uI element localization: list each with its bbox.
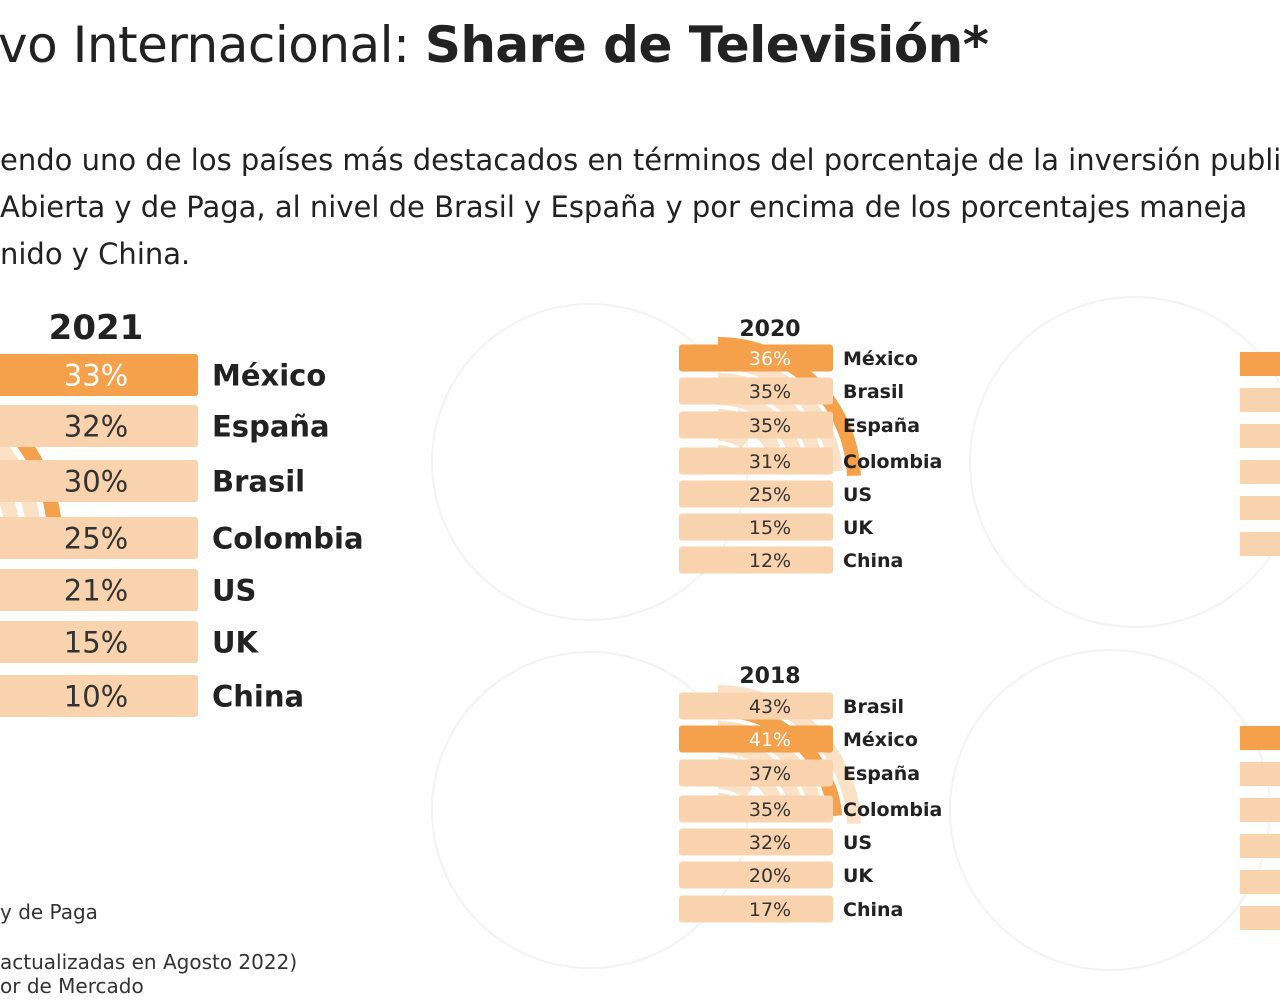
edge-bar [1240, 834, 1280, 858]
category-label-brasil: Brasil [212, 464, 305, 498]
bar [0, 460, 198, 502]
category-label-china: China [843, 550, 903, 572]
page-title: vo Internacional: Share de Televisión* [0, 16, 989, 74]
edge-bar [1240, 870, 1280, 894]
bar [0, 569, 198, 611]
bar [679, 447, 833, 475]
category-label-espana: España [843, 763, 920, 785]
edge-bar [1240, 460, 1280, 484]
category-label-colombia: Colombia [843, 799, 942, 821]
category-label-espana: España [212, 409, 330, 443]
edge-bar [1240, 906, 1280, 930]
intro-line-3: nido y China. [0, 237, 191, 271]
edge-bar [1240, 424, 1280, 448]
data-label: 25% [64, 521, 128, 555]
radial-glyph [0, 407, 63, 536]
bar [0, 621, 198, 663]
category-label-brasil: Brasil [843, 381, 904, 403]
data-label: 32% [749, 832, 791, 854]
bar [679, 377, 833, 405]
edge-bar [1240, 726, 1280, 750]
edge-bar [1240, 798, 1280, 822]
edge-bars-bottom [1240, 726, 1280, 930]
data-label: 17% [749, 899, 791, 921]
bar [679, 861, 833, 889]
bar [0, 405, 198, 447]
chart-year: 2018 [739, 664, 800, 689]
data-label: 32% [64, 409, 128, 443]
data-label: 15% [64, 625, 128, 659]
bar [679, 795, 833, 823]
data-label: 41% [749, 729, 791, 751]
footnote-1: y de Paga [0, 900, 98, 924]
category-label-mexico: México [843, 729, 918, 751]
bar [679, 692, 833, 720]
category-label-us: US [843, 484, 872, 506]
bar [679, 546, 833, 574]
edge-bar [1240, 762, 1280, 786]
category-label-brasil: Brasil [843, 696, 904, 718]
bar [679, 411, 833, 439]
data-label: 15% [749, 517, 791, 539]
category-label-colombia: Colombia [212, 521, 364, 555]
chart-year: 2020 [739, 317, 800, 342]
category-label-china: China [212, 679, 304, 713]
category-label-espana: España [843, 415, 920, 437]
data-label: 10% [64, 679, 128, 713]
data-label: 25% [749, 484, 791, 506]
chart-2020: 2020 36% México 35% Brasil 35% España 31% Colomb… [679, 317, 942, 574]
data-label: 35% [749, 799, 791, 821]
bar [0, 675, 198, 717]
category-label-us: US [843, 832, 872, 854]
title-bold: Share de Televisión* [424, 16, 989, 74]
intro-line-1: endo uno de los países más destacados en… [0, 143, 1280, 177]
chart-year: 2021 [49, 308, 144, 348]
intro-line-2: Abierta y de Paga, al nivel de Brasil y … [0, 190, 1248, 224]
data-label: 35% [749, 415, 791, 437]
bar [679, 895, 833, 923]
category-label-us: US [212, 573, 256, 607]
chart-2021: 2021 33% México 32% España 30% Brasil 25% Colomb… [0, 308, 364, 717]
category-label-uk: UK [843, 865, 874, 887]
edge-bar [1240, 532, 1280, 556]
data-label: 43% [749, 696, 791, 718]
category-label-china: China [843, 899, 903, 921]
bar [0, 517, 198, 559]
bar [679, 344, 833, 372]
edge-bar [1240, 388, 1280, 412]
title-light: vo Internacional: [0, 16, 425, 74]
chart-2018: 2018 43% Brasil 41% México 37% España 35% Colomb… [679, 664, 942, 923]
edge-bar [1240, 496, 1280, 520]
bar [679, 759, 833, 787]
category-label-mexico: México [212, 358, 326, 392]
edge-bars-top [1240, 352, 1280, 556]
data-label: 36% [749, 348, 791, 370]
bar [679, 828, 833, 856]
data-label: 30% [64, 464, 128, 498]
data-label: 31% [749, 451, 791, 473]
bar [0, 354, 198, 396]
edge-bar [1240, 352, 1280, 376]
bar [679, 513, 833, 541]
category-label-mexico: México [843, 348, 918, 370]
category-label-uk: UK [843, 517, 874, 539]
bar [679, 480, 833, 508]
data-label: 33% [64, 358, 128, 392]
halo-circle [969, 296, 1280, 628]
data-label: 37% [749, 763, 791, 785]
intro-paragraph: endo uno de los países más destacados en… [0, 137, 1280, 278]
category-label-colombia: Colombia [843, 451, 942, 473]
data-label: 12% [749, 550, 791, 572]
footnote-3: or de Mercado [0, 974, 144, 998]
bar [679, 725, 833, 753]
footnote-2: actualizadas en Agosto 2022) [0, 950, 298, 974]
halo-circle [949, 649, 1271, 971]
data-label: 20% [749, 865, 791, 887]
category-label-uk: UK [212, 625, 260, 659]
data-label: 21% [64, 573, 128, 607]
data-label: 35% [749, 381, 791, 403]
